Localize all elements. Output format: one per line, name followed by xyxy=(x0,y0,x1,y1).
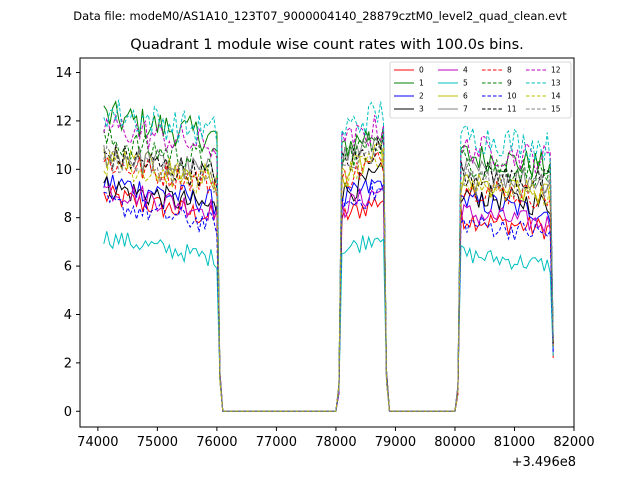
chart-title: Quadrant 1 module wise count rates with … xyxy=(130,37,524,53)
legend-label-12: 12 xyxy=(551,66,561,75)
x-tick-label: 81000 xyxy=(494,435,535,450)
series-group xyxy=(103,99,554,412)
x-tick-label: 75000 xyxy=(137,435,178,450)
x-tick-label: 82000 xyxy=(553,435,594,450)
legend-label-14: 14 xyxy=(551,92,561,101)
y-tick-label: 4 xyxy=(64,308,72,323)
x-tick-label: 76000 xyxy=(196,435,237,450)
series-line-8 xyxy=(103,150,554,412)
series-line-5 xyxy=(103,231,554,412)
x-tick-label: 74000 xyxy=(77,435,118,450)
legend-label-6: 6 xyxy=(463,92,468,101)
legend-box xyxy=(389,61,572,119)
legend-label-3: 3 xyxy=(419,105,424,114)
legend-label-15: 15 xyxy=(551,105,561,114)
x-ticks: 74000 75000 76000 77000 78000 79000 80000 81000… xyxy=(77,427,595,450)
x-tick-label: 78000 xyxy=(315,435,356,450)
series-line-15 xyxy=(103,143,554,412)
chart-suptitle: Data file: modeM0/AS1A10_123T07_90000041… xyxy=(73,9,567,23)
y-tick-label: 10 xyxy=(55,163,72,178)
x-offset-label: +3.496e8 xyxy=(512,455,576,470)
legend-label-8: 8 xyxy=(507,66,512,75)
series-line-14 xyxy=(103,147,554,412)
x-tick-label: 77000 xyxy=(256,435,297,450)
legend-label-2: 2 xyxy=(419,92,424,101)
legend-label-13: 13 xyxy=(551,79,561,88)
legend-label-4: 4 xyxy=(463,66,468,75)
x-tick-label: 80000 xyxy=(434,435,475,450)
legend-label-0: 0 xyxy=(419,66,424,75)
y-tick-label: 2 xyxy=(64,356,72,371)
series-line-3 xyxy=(103,161,554,412)
x-tick-label: 79000 xyxy=(375,435,416,450)
legend-label-11: 11 xyxy=(507,105,517,114)
y-ticks: 0 2 4 6 8 10 12 14 xyxy=(55,66,80,420)
y-tick-label: 14 xyxy=(55,66,72,81)
plot-frame xyxy=(79,57,575,428)
legend-label-9: 9 xyxy=(507,79,512,88)
y-tick-label: 8 xyxy=(64,211,72,226)
legend-label-1: 1 xyxy=(419,79,424,88)
legend-label-5: 5 xyxy=(463,79,468,88)
y-tick-label: 12 xyxy=(55,114,72,129)
legend-label-7: 7 xyxy=(463,105,468,114)
plot-lines xyxy=(103,99,554,412)
y-tick-label: 0 xyxy=(64,405,72,420)
series-line-12 xyxy=(103,113,554,412)
legend-label-10: 10 xyxy=(507,92,517,101)
series-line-4 xyxy=(103,184,554,412)
series-line-10 xyxy=(103,182,554,412)
y-tick-label: 6 xyxy=(64,260,72,275)
